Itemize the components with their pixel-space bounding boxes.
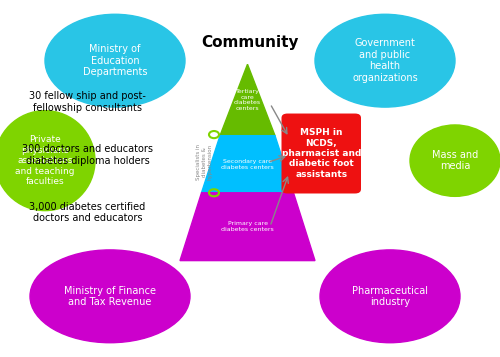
Text: 30 fellow ship and post-
fellowship consultants: 30 fellow ship and post- fellowship cons… [29, 91, 146, 112]
Text: Pharmaceutical
industry: Pharmaceutical industry [352, 286, 428, 307]
Text: Secondary care
diabetes centers: Secondary care diabetes centers [221, 159, 274, 170]
Ellipse shape [315, 14, 455, 107]
Text: Tertiary
care
diabetes
centers: Tertiary care diabetes centers [234, 89, 261, 111]
Text: 3,000 diabetes certified
doctors and educators: 3,000 diabetes certified doctors and edu… [30, 202, 146, 223]
Ellipse shape [30, 250, 190, 343]
Text: Specialists in
diabetes &
hypertension: Specialists in diabetes & hypertension [196, 144, 212, 181]
Polygon shape [202, 136, 294, 193]
Polygon shape [220, 64, 275, 136]
Polygon shape [180, 193, 315, 261]
Ellipse shape [0, 111, 95, 211]
Text: MSPH in
NCDS,
pharmacist and
diabetic foot
assistants: MSPH in NCDS, pharmacist and diabetic fo… [282, 128, 361, 179]
Text: Community: Community [201, 35, 299, 50]
Ellipse shape [410, 125, 500, 196]
Text: Ministry of Finance
and Tax Revenue: Ministry of Finance and Tax Revenue [64, 286, 156, 307]
FancyBboxPatch shape [282, 114, 361, 193]
Text: Government
and public
health
organizations: Government and public health organizatio… [352, 38, 418, 83]
Text: 300 doctors and educators
diabetes diploma holders: 300 doctors and educators diabetes diplo… [22, 145, 153, 166]
Text: Private
physicians
associations
and teaching
faculties: Private physicians associations and teac… [15, 135, 75, 186]
Ellipse shape [45, 14, 185, 107]
Ellipse shape [320, 250, 460, 343]
Text: Primary care
diabetes centers: Primary care diabetes centers [221, 221, 274, 232]
Text: Mass and
media: Mass and media [432, 150, 478, 171]
Text: Ministry of
Education
Departments: Ministry of Education Departments [83, 44, 147, 77]
